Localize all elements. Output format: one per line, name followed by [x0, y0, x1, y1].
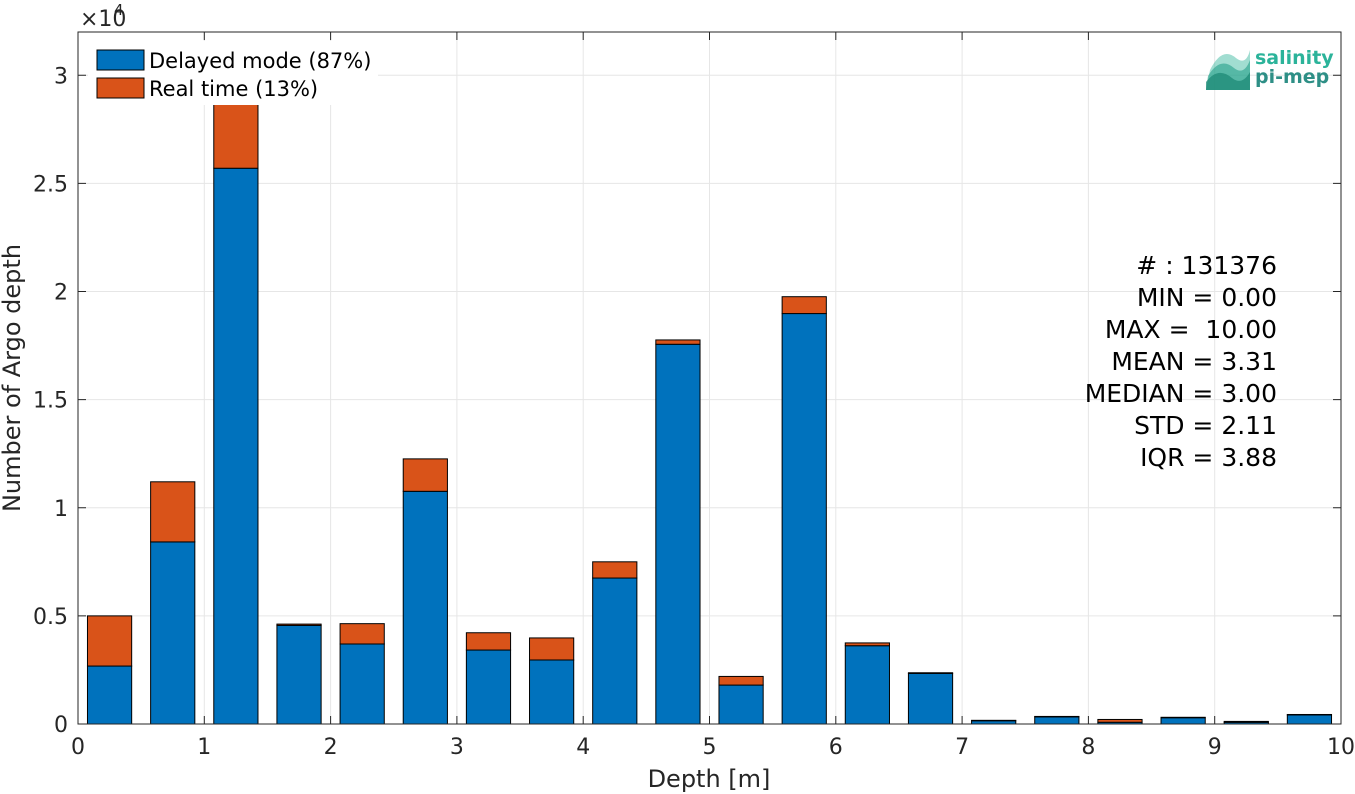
- bar-delayed-6: [465, 649, 512, 725]
- logo-text-pi-mep: pi-mep: [1255, 66, 1329, 88]
- bar-realtime-5: [402, 458, 448, 492]
- stat-line-4: MEDIAN = 3.00: [1085, 379, 1277, 408]
- legend-label-realtime: Real time (13%): [149, 77, 318, 101]
- wave-logo-icon: [1206, 50, 1250, 90]
- x-tick-label-1: 1: [197, 735, 211, 760]
- y-exponent-base: ×10: [80, 7, 126, 32]
- stat-line-6: IQR = 3.88: [1140, 443, 1277, 472]
- bar-realtime-1: [150, 481, 196, 543]
- bar-delayed-8: [592, 577, 638, 725]
- x-tick-label-4: 4: [576, 735, 590, 760]
- bar-realtime-8: [592, 561, 638, 579]
- y-exponent: ×10 4: [80, 1, 126, 32]
- x-tick-label-5: 5: [703, 735, 717, 760]
- bar-realtime-3: [276, 623, 322, 626]
- bar-delayed-1: [150, 541, 196, 725]
- bar-delayed-3: [276, 624, 322, 725]
- bar-delayed-0: [86, 665, 133, 725]
- stat-line-0: # : 131376: [1136, 251, 1277, 280]
- statistics-box: # : 131376 MIN = 0.00 MAX = 10.00 MEAN = 3.…: [1085, 251, 1277, 472]
- bar-realtime-11: [781, 296, 827, 315]
- y-axis-ticks: 0 0.5 1 1.5 2 2.5 3: [33, 64, 1341, 738]
- bar-delayed-15: [1034, 716, 1080, 725]
- legend-label-delayed: Delayed mode (87%): [149, 49, 371, 73]
- bar-delayed-12: [844, 645, 890, 725]
- x-tick-label-3: 3: [450, 735, 464, 760]
- logo-text-salinity: salinity: [1255, 47, 1334, 69]
- bar-delayed-5: [402, 490, 448, 725]
- x-tick-label-6: 6: [829, 735, 843, 760]
- bar-realtime-12: [844, 642, 890, 647]
- bar-realtime-0: [86, 615, 133, 667]
- bar-delayed-7: [529, 659, 575, 725]
- bar-realtime-6: [465, 632, 512, 651]
- salinity-pi-mep-logo: salinity pi-mep: [1206, 47, 1334, 90]
- bar-realtime-7: [529, 637, 575, 661]
- x-tick-label-10: 10: [1327, 735, 1355, 760]
- x-tick-label-7: 7: [955, 735, 969, 760]
- bar-delayed-9: [655, 343, 701, 725]
- y-tick-label-2: 1: [54, 497, 68, 522]
- bar-realtime-9: [655, 339, 701, 345]
- bar-delayed-19: [1286, 714, 1333, 725]
- bar-delayed-13: [907, 672, 954, 725]
- x-tick-label-0: 0: [71, 735, 85, 760]
- y-tick-label-5: 2.5: [33, 172, 68, 197]
- x-axis-ticks: 0 1 2 3 4 5 6 7 8 9 10: [71, 32, 1355, 760]
- stat-line-3: MEAN = 3.31: [1111, 347, 1277, 376]
- x-tick-label-2: 2: [324, 735, 338, 760]
- stat-line-2: MAX = 10.00: [1105, 315, 1277, 344]
- bar-realtime-18: [1223, 720, 1269, 723]
- stat-line-5: STD = 2.11: [1134, 411, 1277, 440]
- y-tick-label-0: 0: [54, 713, 68, 738]
- y-tick-label-4: 2: [54, 281, 68, 306]
- bar-realtime-4: [339, 623, 385, 645]
- bar-delayed-17: [1160, 717, 1206, 725]
- y-tick-label-1: 0.5: [33, 605, 68, 630]
- stat-line-1: MIN = 0.00: [1137, 283, 1277, 312]
- legend-swatch-realtime: [96, 77, 145, 99]
- bar-delayed-2: [213, 167, 259, 725]
- y-axis-label: Number of Argo depth: [0, 244, 26, 512]
- bar-realtime-16: [1097, 718, 1143, 723]
- x-tick-label-9: 9: [1208, 735, 1222, 760]
- y-tick-label-3: 1.5: [33, 389, 68, 414]
- legend: Delayed mode (87%) Real time (13%): [88, 41, 378, 105]
- y-exponent-power: 4: [114, 1, 124, 19]
- bar-delayed-10: [718, 684, 764, 725]
- bar-delayed-4: [339, 643, 385, 725]
- bar-delayed-11: [781, 313, 827, 725]
- bar-realtime-13: [907, 672, 954, 674]
- legend-swatch-delayed: [96, 49, 145, 71]
- y-tick-label-6: 3: [54, 64, 68, 89]
- x-tick-label-8: 8: [1081, 735, 1095, 760]
- bars: [86, 61, 1333, 725]
- bar-realtime-10: [718, 675, 764, 686]
- x-axis-label: Depth [m]: [648, 765, 771, 793]
